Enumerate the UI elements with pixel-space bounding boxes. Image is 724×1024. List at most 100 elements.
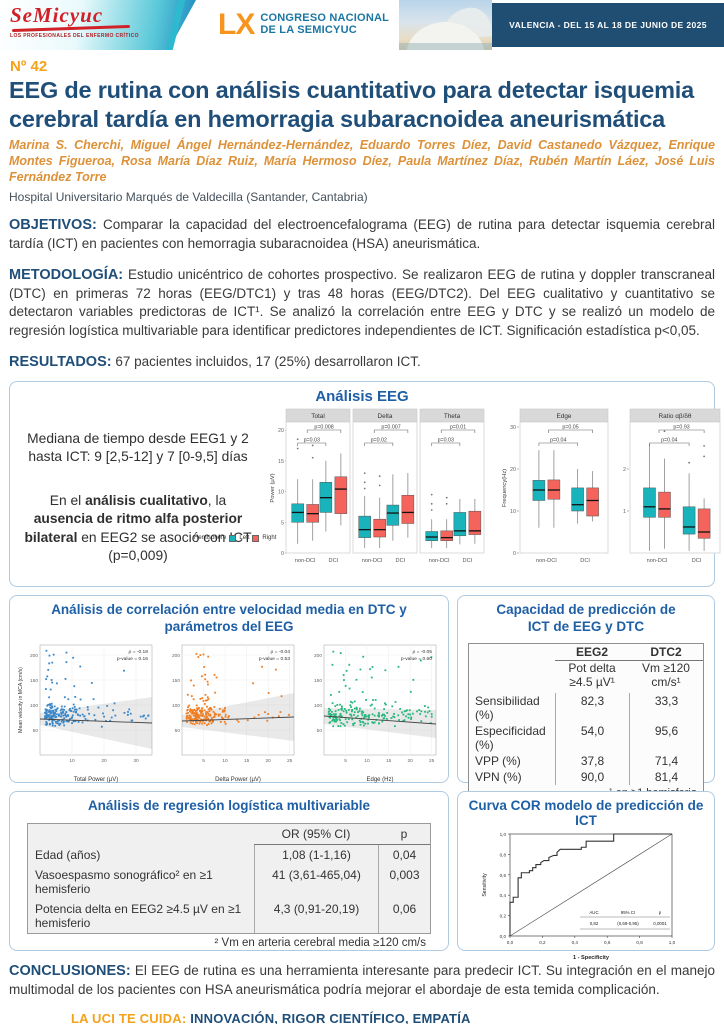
- congress-name: CONGRESO NACIONAL DE LA SEMICYUC: [260, 12, 390, 36]
- uci-tagline: LA UCI TE CUIDA: INNOVACIÓN, RIGOR CIENT…: [71, 1011, 715, 1024]
- svg-text:50: 50: [175, 728, 181, 734]
- value-cell: 37,8: [555, 753, 629, 770]
- conclusiones-label: CONCLUSIONES:: [9, 962, 131, 979]
- column-subheader: Vm ≥120 cm/s¹: [642, 661, 690, 690]
- scatter-svg: 50 100 150 200 10 20 30 ρ = -0.18p-value = 0.16…: [18, 645, 153, 783]
- svg-text:AUC: AUC: [589, 910, 598, 915]
- row-label: Potencia delta en EEG2 ≥4.5 µV en ≥1 hem…: [35, 901, 242, 930]
- svg-text:ρ = -0.05: ρ = -0.05: [412, 649, 432, 655]
- svg-text:95% CI: 95% CI: [621, 910, 635, 915]
- eeg-notes: Mediana de tiempo desde EEG1 y 2 hasta I…: [24, 430, 252, 565]
- svg-text:100: 100: [314, 703, 322, 709]
- svg-text:DCI: DCI: [580, 558, 590, 564]
- svg-text:non-DCI: non-DCI: [536, 558, 557, 564]
- spacer-cell: [469, 644, 555, 661]
- value-cell: 90,0: [555, 769, 629, 786]
- roc-title: Curva COR modelo de predicción de ICT: [468, 797, 704, 828]
- svg-text:150: 150: [172, 678, 180, 684]
- svg-text:10: 10: [69, 758, 75, 764]
- svg-text:2: 2: [623, 467, 626, 473]
- metodologia-label: METODOLOGÍA:: [9, 266, 124, 283]
- svg-text:0,8: 0,8: [500, 852, 507, 857]
- svg-text:DCI: DCI: [329, 558, 339, 564]
- column-subheader: Pot delta ≥4.5 µV¹: [568, 661, 616, 690]
- svg-text:Sensitivity: Sensitivity: [482, 873, 488, 897]
- svg-text:5: 5: [202, 758, 205, 764]
- regression-title: Análisis de regresión logística multivar…: [87, 797, 371, 813]
- spacer-cell: [469, 661, 555, 693]
- svg-text:15: 15: [244, 758, 250, 764]
- regression-panel: Análisis de regresión logística multivar…: [9, 790, 449, 951]
- svg-text:Delta Power (µV): Delta Power (µV): [215, 777, 261, 783]
- svg-text:5: 5: [281, 520, 284, 526]
- resultados-label: RESULTADOS:: [9, 353, 112, 370]
- svg-text:p=0.05: p=0.05: [562, 424, 578, 430]
- semicyuc-logo-text: SeMicyuc: [10, 3, 104, 27]
- svg-text:10: 10: [510, 509, 516, 515]
- row-label: Vasoespasmo sonográfico² en ≥1 hemisferi…: [35, 867, 213, 896]
- eeg-panel-title: Análisis EEG: [315, 387, 409, 405]
- prediction-panel: Capacidad de predicción de ICT de EEG y …: [457, 594, 715, 804]
- svg-text:DCI: DCI: [463, 558, 473, 564]
- section-metodologia: METODOLOGÍA: Estudio unicéntrico de coho…: [9, 266, 715, 339]
- svg-text:20: 20: [278, 428, 284, 434]
- row-label: Edad (años): [35, 847, 101, 862]
- svg-text:p=0.93: p=0.93: [673, 424, 689, 430]
- svg-text:1,0: 1,0: [500, 832, 507, 837]
- affiliation: Hospital Universitario Marqués de Valdec…: [9, 190, 368, 205]
- svg-text:30: 30: [510, 425, 516, 431]
- svg-text:Theta: Theta: [444, 413, 461, 420]
- value-cell: 71,4: [629, 753, 703, 770]
- svg-text:non-DCI: non-DCI: [295, 558, 316, 564]
- correlation-panel: Análisis de correlación entre velocidad …: [9, 594, 449, 783]
- or-value-cell: 1,08 (1-1,16): [254, 844, 378, 865]
- scatter-svg: 50 100 150 200 5 10 15 20 25 ρ = -0.05p-value = 0…: [314, 645, 437, 783]
- svg-text:20: 20: [407, 758, 413, 764]
- eeg-note-qualitative: En el análisis cualitativo, la ausencia …: [24, 493, 252, 563]
- svg-text:0,8: 0,8: [636, 940, 643, 945]
- svg-text:10: 10: [364, 758, 370, 764]
- svg-text:20: 20: [265, 758, 271, 764]
- row-label: VPN (%): [475, 770, 522, 785]
- svg-text:Power (µV): Power (µV): [270, 473, 276, 502]
- svg-text:15: 15: [386, 758, 392, 764]
- legend-right-swatch: [252, 534, 260, 542]
- svg-text:1: 1: [623, 509, 626, 515]
- authors: Marina S. Cherchi, Miguel Ángel Hernánde…: [9, 138, 715, 184]
- svg-text:p-value = 0.53: p-value = 0.53: [259, 656, 290, 662]
- svg-text:p=0.03: p=0.03: [438, 437, 454, 443]
- svg-text:50: 50: [317, 728, 323, 734]
- venue-text: VALENCIA - DEL 15 AL 18 DE JUNIO DE 2025: [509, 20, 707, 30]
- svg-text:5: 5: [344, 758, 347, 764]
- congress-logo: LX CONGRESO NACIONAL DE LA SEMICYUC: [196, 0, 399, 50]
- svg-text:ρ = -0.04: ρ = -0.04: [270, 649, 290, 655]
- svg-text:Edge: Edge: [557, 413, 572, 420]
- poster-number: Nº 42: [10, 58, 48, 75]
- eeg-boxplot-figure: 0 5 10 15 20 Power (µV) Total p=0.03 p=0.008 non-…: [256, 403, 722, 586]
- regression-table: OR (95% CI) p Edad (años) 1,08 (1-1,16) 0,04…: [27, 822, 431, 934]
- column-header: EEG2: [555, 644, 629, 662]
- section-objetivos: OBJETIVOS: Comparar la capacidad del ele…: [9, 217, 715, 252]
- svg-text:p=0.04: p=0.04: [661, 437, 677, 443]
- svg-text:10: 10: [278, 489, 284, 495]
- svg-text:non-DCI: non-DCI: [362, 558, 383, 564]
- svg-text:p=0.008: p=0.008: [314, 424, 333, 430]
- svg-text:(0,69-0,95): (0,69-0,95): [617, 921, 639, 926]
- value-cell: 82,3: [555, 693, 629, 724]
- svg-text:0,6: 0,6: [604, 940, 611, 945]
- value-cell: 54,0: [555, 723, 629, 754]
- svg-text:p-value = 0.16: p-value = 0.16: [117, 656, 148, 662]
- svg-text:1,0: 1,0: [669, 940, 676, 945]
- roc-svg: 0,0 0,2 0,4 0,6 0,8 1,0 0,0 0,2 0,4 0,6 0,8 1,0 AUC 9…: [482, 832, 676, 961]
- svg-text:1 - Specificity: 1 - Specificity: [573, 955, 610, 961]
- eeg-note-median-time: Mediana de tiempo desde EEG1 y 2 hasta I…: [27, 430, 249, 464]
- svg-text:p=0.007: p=0.007: [381, 424, 400, 430]
- venue-banner: VALENCIA - DEL 15 AL 18 DE JUNIO DE 2025: [492, 3, 724, 47]
- semicyuc-logo: SeMicyuc LOS PROFESIONALES DEL ENFERMO C…: [0, 0, 196, 50]
- p-value-cell: 0,003: [378, 864, 430, 899]
- svg-text:20: 20: [101, 758, 107, 764]
- svg-text:0,6: 0,6: [500, 872, 507, 877]
- row-label: Especificidad (%): [475, 724, 546, 753]
- svg-text:p=0.03: p=0.03: [304, 437, 320, 443]
- svg-text:p: p: [659, 910, 662, 915]
